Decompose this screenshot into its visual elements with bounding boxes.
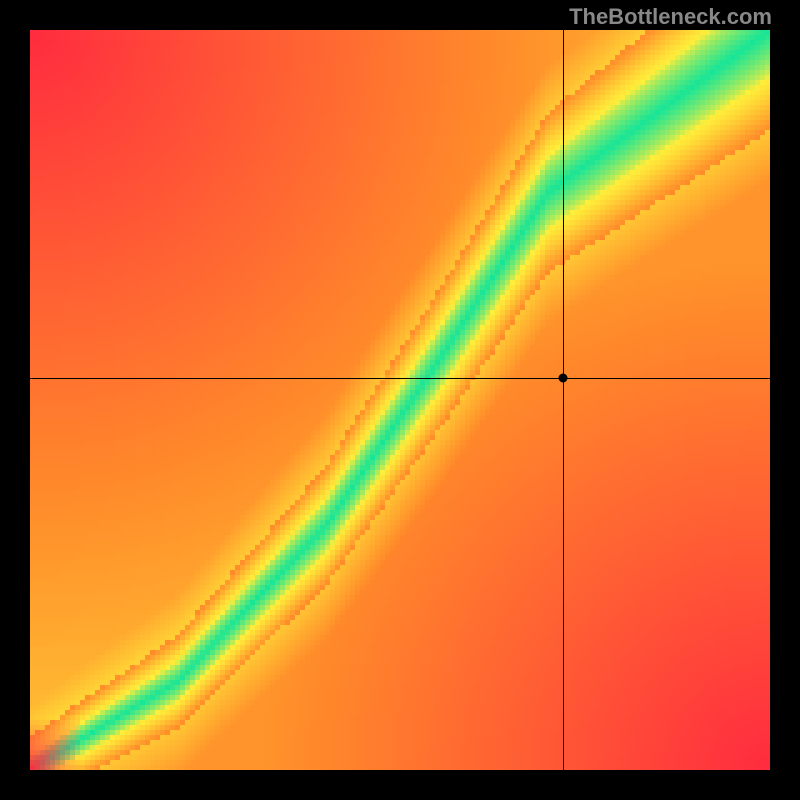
chart-frame: TheBottleneck.com — [0, 0, 800, 800]
watermark-text: TheBottleneck.com — [569, 4, 772, 30]
plot-area — [30, 30, 770, 770]
heatmap-canvas — [30, 30, 770, 770]
